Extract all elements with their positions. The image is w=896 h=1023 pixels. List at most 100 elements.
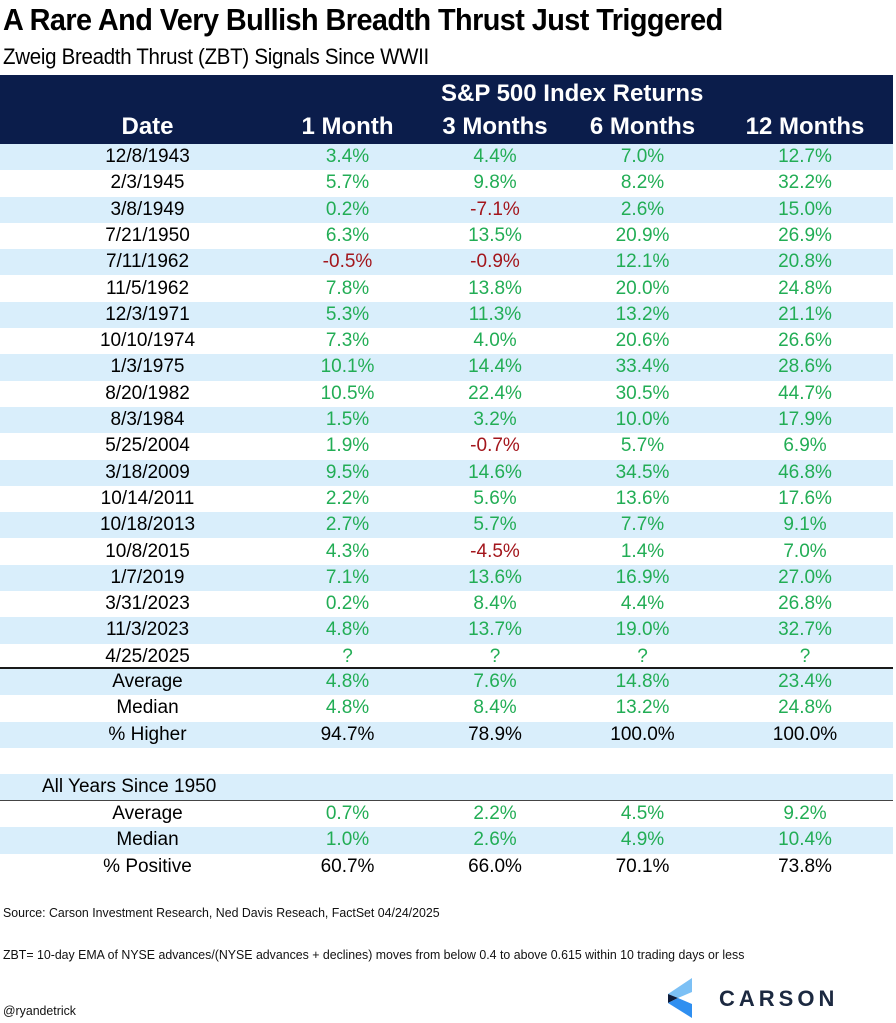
return-cell: 5.6%: [473, 487, 517, 509]
return-cell: 14.8%: [615, 671, 670, 692]
table-row: 7/11/1962 -0.5% -0.9% 12.1% 20.8%: [0, 249, 893, 276]
return-cell: 13.2%: [615, 697, 670, 719]
column-header-6-months: 6 Months: [589, 113, 696, 140]
return-cell: 7.8%: [325, 277, 370, 299]
return-cell: 24.8%: [778, 277, 832, 299]
return-cell: 28.6%: [778, 356, 832, 378]
return-cell: 19.0%: [615, 619, 670, 641]
return-cell: 7.6%: [473, 671, 517, 692]
return-cell: 26.9%: [778, 224, 832, 246]
return-cell: 33.4%: [615, 356, 670, 378]
row-label: 1/7/2019: [110, 566, 185, 588]
return-cell: 73.8%: [778, 855, 832, 877]
summary-row: Average 4.8% 7.6% 14.8% 23.4%: [0, 669, 893, 696]
return-cell: 9.8%: [473, 172, 517, 194]
return-cell: 5.7%: [620, 435, 665, 457]
row-label: 8/3/1984: [110, 409, 185, 430]
return-cell: 26.6%: [778, 330, 832, 352]
return-cell: 94.7%: [320, 723, 375, 745]
summary-row: Median 4.8% 8.4% 13.2% 24.8%: [0, 695, 893, 721]
return-cell: 13.7%: [468, 619, 522, 641]
table-row: 10/8/2015 4.3% -4.5% 1.4% 7.0%: [0, 539, 893, 565]
table-row: 8/3/1984 1.5% 3.2% 10.0% 17.9%: [0, 407, 893, 434]
table-row: 2/3/1945 5.7% 9.8% 8.2% 32.2%: [0, 170, 893, 196]
return-cell: 17.6%: [778, 487, 832, 509]
author-handle: @ryandetrick: [3, 1003, 76, 1018]
return-cell: 9.1%: [783, 514, 827, 536]
column-header-12-months: 12 Months: [745, 113, 865, 140]
all-years-row: % Positive 60.7% 66.0% 70.1% 73.8%: [0, 854, 893, 880]
return-cell: 5.3%: [325, 303, 370, 325]
all-years-label: All Years Since 1950: [42, 776, 217, 797]
all-years-row: Median 1.0% 2.6% 4.9% 10.4%: [0, 827, 893, 854]
return-cell: 30.5%: [615, 382, 670, 404]
return-cell: 32.2%: [778, 172, 832, 194]
return-cell: ?: [489, 645, 501, 667]
return-cell: 46.8%: [778, 461, 832, 483]
return-cell: 4.8%: [325, 619, 370, 641]
return-cell: 13.6%: [468, 566, 522, 588]
return-cell: 12.1%: [615, 251, 670, 273]
table-row: 3/8/1949 0.2% -7.1% 2.6% 15.0%: [0, 196, 893, 223]
row-label: 10/8/2015: [105, 540, 190, 562]
table-row: 1/7/2019 7.1% 13.6% 16.9% 27.0%: [0, 564, 893, 592]
return-cell: 60.7%: [320, 855, 375, 877]
return-cell: 11.3%: [468, 303, 522, 325]
table-row: 12/8/1943 3.4% 4.4% 7.0% 12.7%: [0, 144, 893, 171]
table-row: 12/3/1971 5.3% 11.3% 13.2% 21.1%: [0, 301, 893, 329]
row-label: 11/3/2023: [105, 619, 190, 641]
return-cell: 2.2%: [325, 487, 370, 509]
return-cell: 14.6%: [468, 461, 522, 483]
return-cell: 7.3%: [325, 330, 370, 352]
row-label: 10/14/2011: [100, 487, 195, 509]
return-cell: 70.1%: [615, 855, 670, 877]
page-subtitle: Zweig Breadth Thrust (ZBT) Signals Since…: [3, 44, 429, 69]
table-row: 3/31/2023 0.2% 8.4% 4.4% 26.8%: [0, 591, 893, 617]
return-cell: 100.0%: [610, 723, 675, 745]
return-cell: 8.4%: [473, 697, 517, 719]
row-label: 3/31/2023: [105, 593, 190, 615]
return-cell: 3.2%: [473, 409, 517, 430]
carson-logo-icon: [668, 978, 692, 1018]
row-label: 11/5/1962: [105, 277, 190, 299]
table-row: 4/25/2025????: [0, 644, 893, 670]
column-header-1-month: 1 Month: [301, 113, 394, 140]
table-row: 8/20/1982 10.5% 22.4% 30.5% 44.7%: [0, 381, 893, 407]
return-cell: 8.2%: [620, 172, 665, 194]
return-cell: 1.0%: [325, 829, 370, 851]
carson-logo-text: CARSON: [719, 986, 839, 1011]
table-row: 1/3/1975 10.1% 14.4% 33.4% 28.6%: [0, 354, 893, 381]
table-header: S&P 500 Index Returns Date 1 Month 3 Mon…: [0, 75, 893, 144]
return-cell: 1.5%: [325, 409, 370, 430]
return-cell: 10.4%: [778, 829, 832, 851]
return-cell: -4.5%: [470, 540, 520, 562]
table-row: 3/18/2009 9.5% 14.6% 34.5% 46.8%: [0, 459, 893, 486]
row-label: Average: [112, 671, 183, 692]
return-cell: 13.8%: [468, 277, 522, 299]
return-cell: 4.4%: [620, 593, 665, 615]
table-row: 5/25/2004 1.9% -0.7% 5.7% 6.9%: [0, 433, 893, 459]
return-cell: 16.9%: [615, 566, 670, 588]
return-cell: 7.0%: [783, 540, 827, 562]
return-cell: 4.4%: [473, 146, 517, 167]
table-row: 10/10/1974 7.3% 4.0% 20.6% 26.6%: [0, 328, 893, 354]
return-cell: 4.8%: [325, 671, 370, 692]
return-cell: 0.2%: [325, 593, 370, 615]
return-cell: ?: [342, 645, 353, 667]
return-cell: 44.7%: [778, 382, 832, 404]
return-cell: -0.5%: [322, 251, 373, 273]
return-cell: 1.4%: [620, 540, 665, 562]
return-cell: 7.7%: [620, 514, 665, 536]
return-cell: 6.9%: [783, 435, 827, 457]
return-cell: 7.1%: [325, 566, 370, 588]
all-years-header-row: All Years Since 1950: [0, 774, 893, 801]
table-row: 11/3/2023 4.8% 13.7% 19.0% 32.7%: [0, 617, 893, 644]
return-cell: 0.7%: [325, 803, 370, 824]
return-cell: 32.7%: [778, 619, 832, 641]
return-cell: 1.9%: [325, 435, 370, 457]
return-cell: 15.0%: [778, 198, 832, 220]
row-label: Median: [116, 697, 179, 719]
definition-note: ZBT= 10-day EMA of NYSE advances/(NYSE a…: [3, 947, 745, 962]
all-years-divider: [0, 800, 893, 801]
summary-divider: [0, 667, 893, 669]
